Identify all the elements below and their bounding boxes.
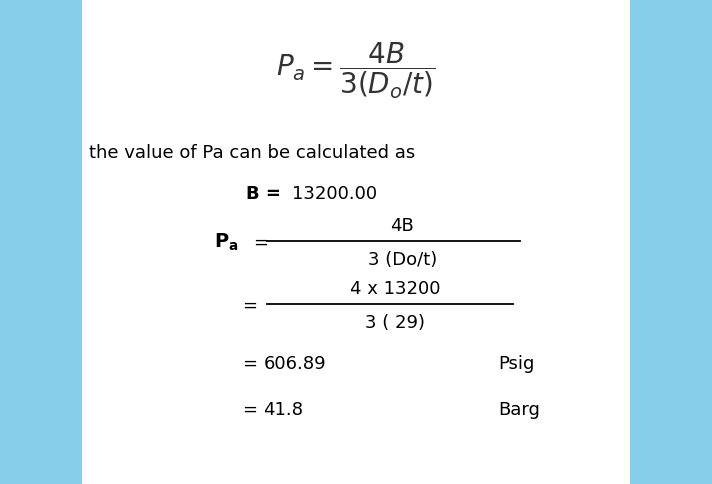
Text: $P_a = \dfrac{4B}{3(D_o/t)}$: $P_a = \dfrac{4B}{3(D_o/t)}$ xyxy=(276,40,436,100)
Text: =: = xyxy=(242,296,257,314)
Text: 3 ( 29): 3 ( 29) xyxy=(365,313,425,331)
Text: $\mathbf{P_a}$: $\mathbf{P_a}$ xyxy=(214,231,239,253)
Text: 4B: 4B xyxy=(390,216,414,234)
Text: 3 (Do/t): 3 (Do/t) xyxy=(367,250,437,269)
Text: =: = xyxy=(242,354,257,372)
Text: B =: B = xyxy=(246,184,281,203)
Text: Barg: Barg xyxy=(498,400,540,418)
Text: 4 x 13200: 4 x 13200 xyxy=(350,279,441,297)
Text: 606.89: 606.89 xyxy=(263,354,326,372)
Text: =: = xyxy=(253,233,268,251)
Text: the value of Pa can be calculated as: the value of Pa can be calculated as xyxy=(89,143,415,162)
Text: 41.8: 41.8 xyxy=(263,400,303,418)
FancyBboxPatch shape xyxy=(82,0,630,484)
Text: =: = xyxy=(242,400,257,418)
Text: Psig: Psig xyxy=(498,354,535,372)
Text: 13200.00: 13200.00 xyxy=(292,184,377,203)
